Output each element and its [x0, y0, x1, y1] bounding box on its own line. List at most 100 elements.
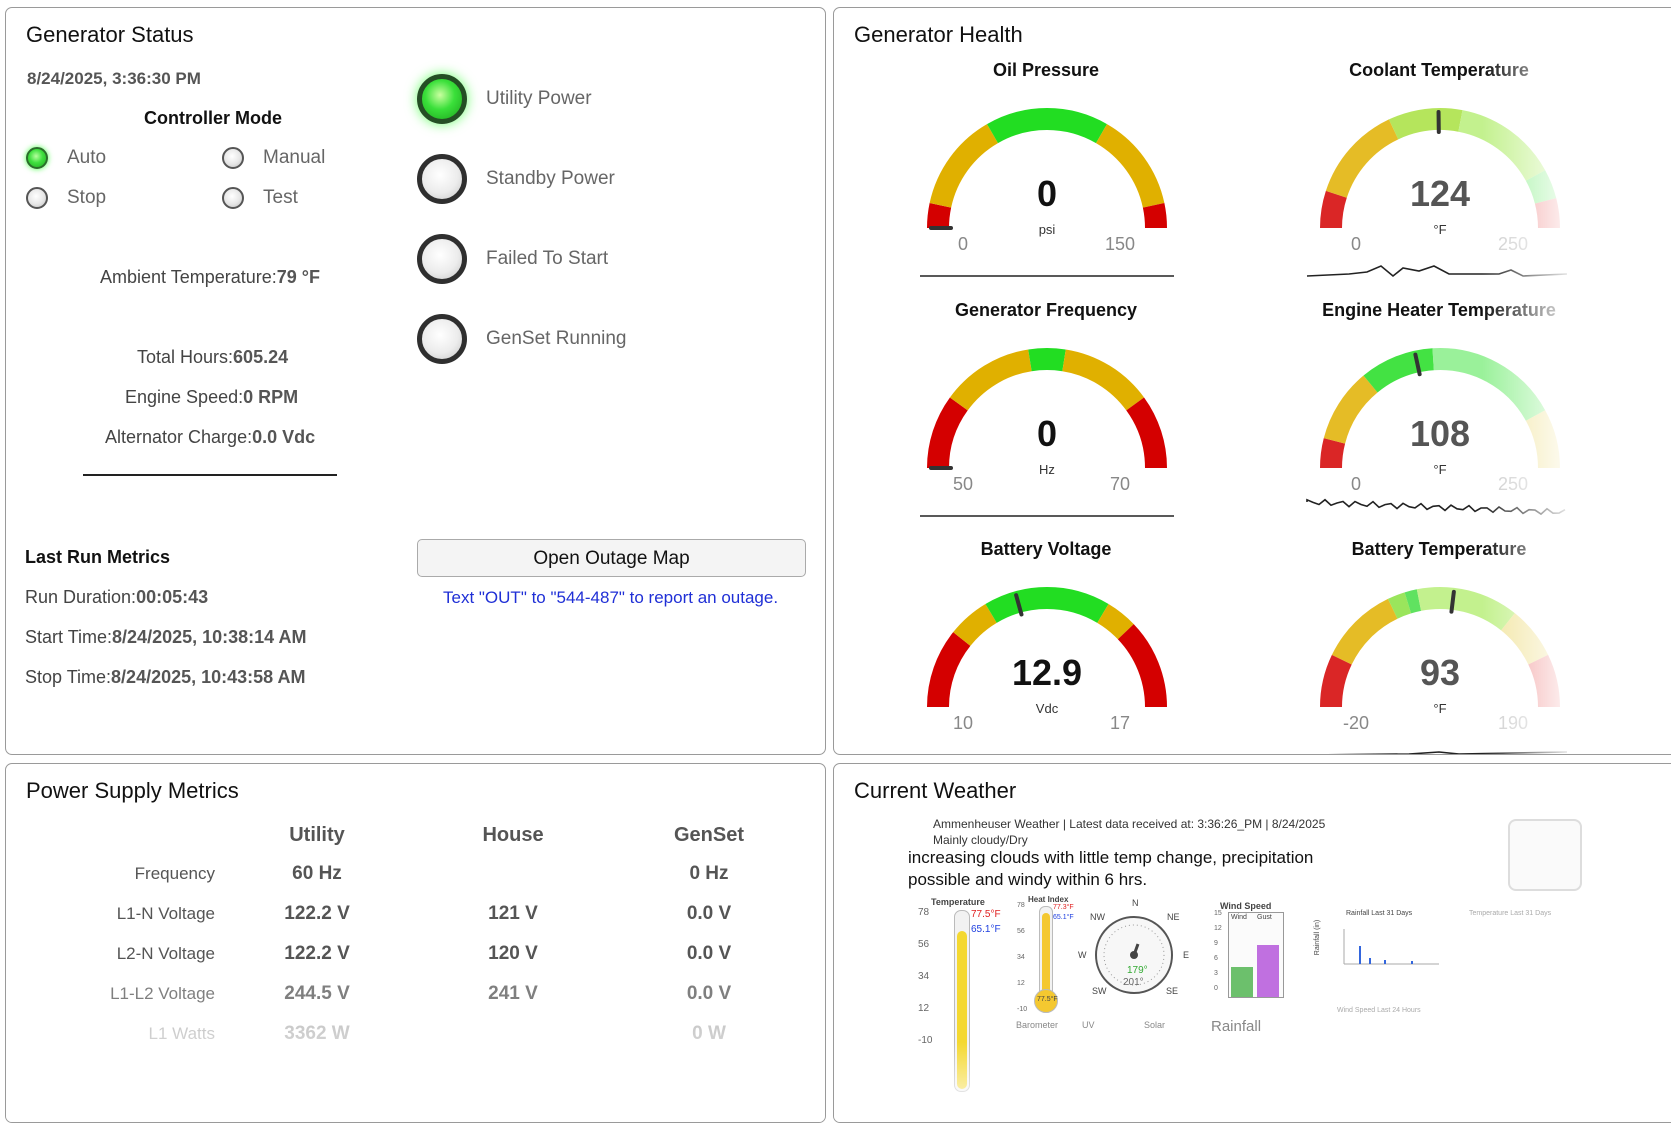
wind-direction-secondary: 201°: [1123, 977, 1144, 988]
weather-header: Ammenheuser Weather | Latest data receiv…: [933, 817, 1325, 831]
axis-tick-label: 34: [918, 971, 929, 982]
gauge-band: [1331, 441, 1334, 468]
row-label: L1-L2 Voltage: [15, 984, 215, 1004]
gauge-unit: psi: [1039, 222, 1056, 237]
gauge-band: [1336, 129, 1393, 194]
status-datetime: 8/24/2025, 3:36:30 PM: [27, 69, 201, 89]
gauge-band: [938, 639, 962, 707]
panel-title: Generator Status: [26, 22, 194, 48]
gauge-band: [1408, 600, 1419, 603]
gauge-band: [940, 134, 992, 206]
gauge-unit: Vdc: [1036, 701, 1059, 716]
gauge-band: [1419, 598, 1508, 622]
utility-power-label: Utility Power: [486, 88, 592, 110]
panel-title: Current Weather: [854, 778, 1016, 804]
gauge-band: [1536, 415, 1549, 468]
gauge-max: 250: [1498, 234, 1528, 254]
standby-power-label: Standby Power: [486, 168, 615, 190]
column-header-genset: GenSet: [639, 824, 779, 847]
gauge-band: [1536, 175, 1546, 200]
uv-label: UV: [1082, 1020, 1095, 1030]
ambient-temperature: Ambient Temperature:79 °F: [100, 267, 320, 288]
stop-time-value: 8/24/2025, 10:43:58 AM: [111, 667, 305, 687]
start-time: Start Time:8/24/2025, 10:38:14 AM: [25, 627, 307, 648]
compass-label: N: [1132, 898, 1139, 908]
gauge-band: [1538, 660, 1549, 707]
row-value: 0.0 V: [639, 903, 779, 925]
wind-direction-primary: 179°: [1127, 965, 1148, 976]
row-value: 120 V: [443, 943, 583, 965]
gauge-max: 70: [1110, 474, 1130, 494]
engine-speed: Engine Speed:0 RPM: [125, 387, 298, 408]
gauge-min: 0: [958, 234, 968, 254]
row-value: 0 Hz: [639, 863, 779, 885]
controller-mode-title: Controller Mode: [144, 108, 282, 129]
temperature-high: 77.5°F: [971, 909, 1001, 920]
wind-chart-title: Wind Speed Last 24 Hours: [1337, 1007, 1421, 1014]
open-outage-map-button[interactable]: Open Outage Map: [417, 539, 806, 577]
weather-forecast: increasing clouds with little temp chang…: [908, 847, 1378, 891]
row-value: 241 V: [443, 983, 583, 1005]
axis-tick-label: 12: [1214, 925, 1222, 932]
axis-tick-label: 56: [918, 939, 929, 950]
axis-tick-label: 34: [1017, 954, 1025, 961]
mode-stop-indicator[interactable]: [26, 187, 48, 209]
axis-tick-label: 56: [1017, 928, 1025, 935]
heat-index-high: 77.3°F: [1053, 904, 1074, 911]
mode-test-indicator[interactable]: [222, 187, 244, 209]
standby-power-indicator: [417, 154, 467, 204]
gauge-needle: [1451, 592, 1453, 612]
axis-tick-label: 0: [1214, 985, 1218, 992]
mode-manual-indicator[interactable]: [222, 147, 244, 169]
row-value: 121 V: [443, 903, 583, 925]
wind-speed-chart: [1228, 912, 1284, 998]
alternator-charge: Alternator Charge:0.0 Vdc: [105, 427, 315, 448]
compass-label: NW: [1090, 912, 1105, 922]
weather-conditions: Mainly cloudy/Dry: [933, 833, 1028, 847]
gauge-unit: Hz: [1039, 462, 1055, 477]
gauge-band: [1342, 609, 1393, 660]
outage-report-link[interactable]: Text "OUT" to "544-487" to report an out…: [443, 588, 778, 608]
panel-title: Power Supply Metrics: [26, 778, 239, 804]
axis-tick-label: 12: [918, 1003, 929, 1014]
total-hours-value: 605.24: [233, 347, 288, 367]
gauge-min: 0: [1351, 474, 1361, 494]
column-header-utility: Utility: [247, 824, 387, 847]
row-value: 122.2 V: [247, 903, 387, 925]
gauge-band: [991, 598, 1103, 613]
gauge-max: 17: [1110, 713, 1130, 733]
mode-auto-label: Auto: [67, 147, 106, 169]
wind-bar: [1231, 967, 1253, 997]
gauge-band: [1334, 384, 1370, 441]
heat-index-low: 65.1°F: [1053, 914, 1074, 921]
gauge-band: [1393, 603, 1408, 609]
mode-auto-indicator[interactable]: [26, 147, 48, 169]
row-label: L2-N Voltage: [15, 944, 215, 964]
gauge-min: 0: [1351, 234, 1361, 254]
stop-time: Stop Time:8/24/2025, 10:43:58 AM: [25, 667, 306, 688]
gauge-value: 0: [1037, 173, 1057, 214]
gust-column-label: Gust: [1257, 914, 1272, 921]
compass-label: W: [1078, 950, 1087, 960]
row-value: 244.5 V: [247, 983, 387, 1005]
row-value: 0.0 V: [639, 983, 779, 1005]
generator-status-panel: Generator Status 8/24/2025, 3:36:30 PM C…: [5, 7, 826, 755]
gauge-max: 190: [1498, 713, 1528, 733]
failed-to-start-indicator: [417, 234, 467, 284]
axis-tick-label: 78: [1017, 902, 1025, 909]
gauge-unit: °F: [1433, 222, 1446, 237]
genset-running-indicator: [417, 314, 467, 364]
gauge-band: [1508, 622, 1538, 660]
temperature-widget-title: Temperature: [931, 897, 985, 907]
gauge-band: [962, 613, 991, 639]
mode-test-label: Test: [263, 187, 298, 209]
gauge-sparkline: [1307, 752, 1567, 755]
gauge-band: [1064, 360, 1135, 404]
panel-title: Generator Health: [854, 22, 1023, 48]
gust-bar: [1257, 945, 1279, 997]
temp-chart-title: Temperature Last 31 Days: [1469, 910, 1551, 917]
temperature-low: 65.1°F: [971, 924, 1001, 935]
